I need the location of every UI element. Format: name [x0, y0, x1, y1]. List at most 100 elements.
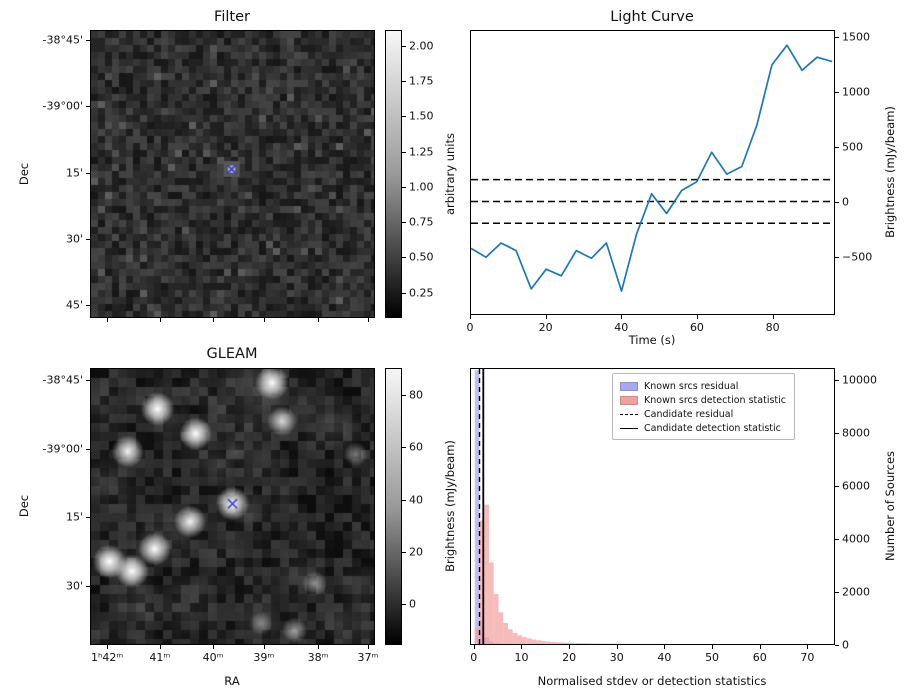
filter-ylabel: Dec [17, 162, 31, 186]
tick-mark [402, 151, 406, 153]
tick-mark [86, 40, 90, 42]
tick-mark [664, 645, 666, 649]
tick-mark [835, 36, 839, 38]
tick-label: 0 [466, 321, 474, 334]
tick-mark [86, 172, 90, 174]
tick-mark [470, 315, 471, 319]
tick-mark [835, 485, 839, 487]
tick-label: 39ᵐ [253, 651, 275, 664]
tick-label: 20 [409, 545, 423, 559]
tick-mark [402, 292, 406, 294]
lightcurve-ylabel: Brightness (mJy/beam) [883, 106, 897, 238]
tick-mark [402, 81, 406, 83]
tick-label: 20 [562, 651, 577, 664]
tick-label: 0 [409, 597, 416, 611]
tick-label: 80 [765, 321, 780, 334]
tick-mark [807, 645, 809, 649]
tick-mark [213, 645, 215, 649]
tick-mark [86, 379, 90, 381]
tick-label: 37ᵐ [357, 651, 379, 664]
legend-row: Known srcs residual [620, 379, 786, 393]
tick-label: 1.75 [409, 74, 434, 88]
tick-label: 30' [65, 579, 83, 593]
tick-mark [159, 645, 161, 649]
tick-mark [263, 645, 265, 649]
tick-label: 40ᵐ [202, 651, 224, 664]
tick-mark [402, 604, 406, 606]
tick-label: 60 [409, 440, 423, 454]
tick-mark [402, 45, 406, 47]
tick-mark [402, 499, 406, 501]
legend-row: Known srcs detection statistic [620, 393, 786, 407]
tick-label: 2.00 [409, 39, 434, 53]
tick-label: 80 [409, 388, 423, 402]
tick-mark [473, 645, 475, 649]
gleam-title: GLEAM [206, 346, 258, 362]
tick-label: 1ʰ42ᵐ [90, 651, 124, 664]
tick-label: 15' [65, 166, 83, 180]
gleam-colorbar [385, 368, 402, 645]
tick-label: 50 [705, 651, 720, 664]
tick-mark [835, 256, 839, 258]
tick-label: 0 [470, 651, 478, 664]
filter-image [91, 31, 374, 317]
tick-mark [835, 146, 839, 148]
tick-mark [86, 238, 90, 240]
gleam-xlabel: RA [224, 674, 240, 688]
tick-mark [318, 318, 319, 322]
tick-mark [402, 257, 406, 259]
tick-label: 2000 [842, 585, 870, 599]
tick-mark [835, 201, 839, 203]
tick-mark [107, 318, 109, 322]
tick-mark [696, 315, 698, 319]
gleam-image [91, 369, 374, 644]
tick-mark [545, 315, 547, 319]
filter-colorbar-label: arbitrary units [443, 132, 457, 216]
tick-label: 0 [842, 195, 849, 209]
tick-mark [835, 379, 839, 381]
tick-mark [213, 318, 215, 322]
legend-swatch-known-residual-icon [620, 381, 638, 391]
filter-plot [90, 30, 375, 318]
tick-label: 40 [614, 321, 629, 334]
legend-label-candidate-residual: Candidate residual [644, 408, 734, 420]
tick-mark [835, 538, 839, 540]
tick-label: -39°00' [42, 442, 84, 456]
filter-colorbar [385, 30, 402, 318]
tick-label: 40 [409, 493, 423, 507]
legend: Known srcs residual Known srcs detection… [612, 373, 795, 440]
legend-label-candidate-detection: Candidate detection statistic [644, 422, 781, 434]
tick-label: 8000 [842, 426, 870, 440]
gleam-colorbar-label: Brightness (mJy/beam) [443, 440, 457, 572]
tick-label: 10 [514, 651, 529, 664]
tick-label: 38ᵐ [307, 651, 329, 664]
tick-label: 15' [65, 510, 83, 524]
tick-mark [402, 551, 406, 553]
legend-row: Candidate detection statistic [620, 421, 786, 435]
tick-mark [759, 645, 761, 649]
tick-mark [86, 448, 90, 450]
gleam-ylabel: Dec [17, 494, 31, 518]
tick-mark [402, 186, 406, 188]
tick-label: 30 [609, 651, 624, 664]
tick-mark [521, 645, 523, 649]
lightcurve-plot [470, 30, 835, 315]
tick-label: 60 [689, 321, 704, 334]
lightcurve-title: Light Curve [610, 9, 694, 25]
lightcurve-xlabel: Time (s) [628, 333, 676, 347]
gleam-plot [90, 368, 375, 645]
tick-mark [835, 432, 839, 434]
tick-label: -38°45' [42, 373, 84, 387]
tick-mark [159, 318, 161, 322]
tick-label: −500 [842, 250, 873, 264]
tick-label: -38°45' [42, 33, 84, 47]
tick-label: 1.50 [409, 109, 434, 123]
tick-mark [835, 91, 839, 93]
tick-label: 0.75 [409, 215, 434, 229]
tick-label: 500 [842, 140, 863, 154]
tick-mark [616, 645, 618, 649]
tick-label: 1000 [842, 85, 870, 99]
legend-swatch-candidate-residual-icon [620, 413, 638, 415]
lightcurve-chart [471, 44, 834, 292]
